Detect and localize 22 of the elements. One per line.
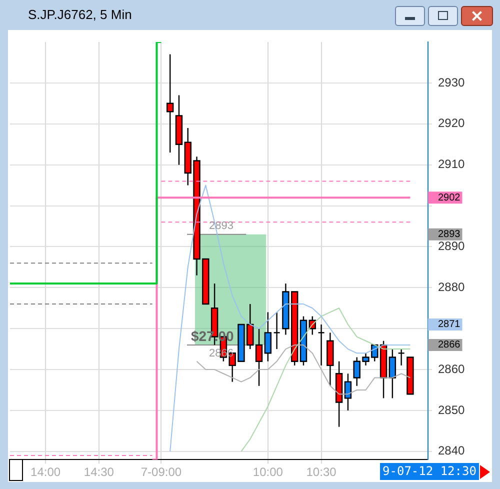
y-tick-label: 2930 [438, 75, 466, 90]
text: 9-07-12 12:30 [380, 463, 479, 480]
chart-title: S.JP.J6762, 5 Min [28, 7, 132, 22]
y-tick-label: 2890 [438, 239, 466, 254]
y-tick-label: 2893 [438, 229, 461, 240]
x-tick-label: 10:00 [252, 465, 284, 480]
x-tick-label: 10:30 [306, 465, 337, 480]
y-tick-label: 2850 [438, 402, 466, 417]
x-tick-label: 14:30 [84, 465, 114, 480]
candlestick [398, 348, 405, 366]
y-tick-label: 2860 [438, 362, 466, 376]
x-tick-label: 7-09:00 [140, 465, 182, 480]
candlestick [318, 324, 325, 366]
y-tick-label: 2920 [438, 116, 466, 130]
x-tick-label: 14:00 [30, 465, 61, 480]
y-tick-label: 2840 [438, 444, 466, 458]
y-tick-label: 2910 [438, 157, 466, 172]
y-tick-label: 2866 [438, 340, 461, 351]
y-tick-label: 2880 [438, 280, 466, 294]
y-tick-label: 2902 [438, 192, 461, 204]
candlestick [273, 312, 280, 350]
y-tick-label: 2871 [438, 319, 461, 330]
